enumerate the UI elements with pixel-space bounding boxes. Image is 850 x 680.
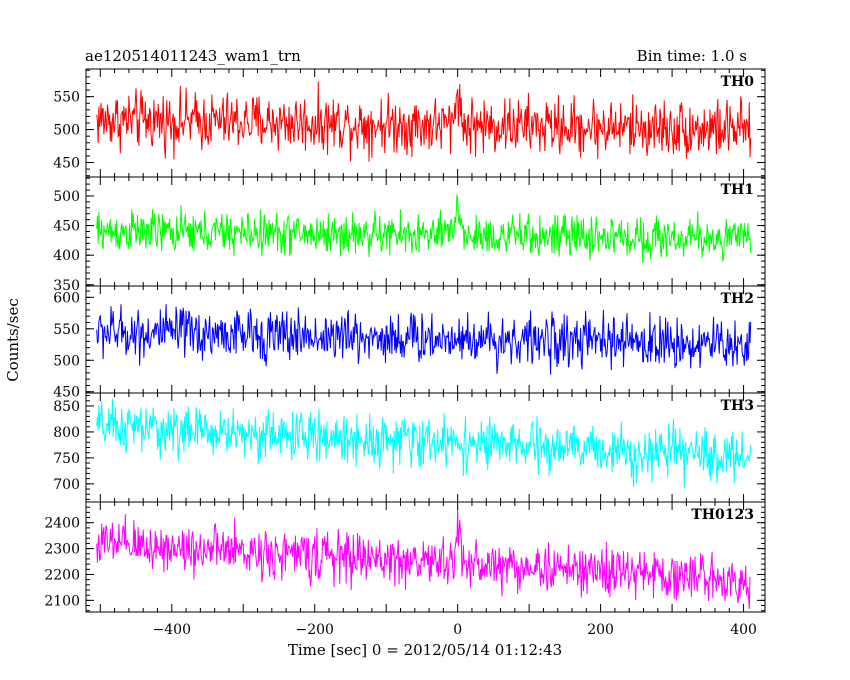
y-tick-label: 750 [53, 451, 80, 467]
panel-th0123: TH0123 2100 2200 2300 2400 [44, 501, 766, 613]
y-tick-label: 2100 [44, 593, 80, 609]
y-tick-label: 800 [53, 425, 80, 441]
y-tick-label: 350 [53, 278, 80, 294]
series-th2 [96, 304, 752, 375]
panel-label: TH3 [721, 398, 754, 414]
y-tick-label: 700 [53, 477, 80, 493]
panel-th0: TH0 450 500 550 [53, 68, 766, 178]
y-tick-label: 450 [53, 385, 80, 401]
y-tick-label: 500 [53, 123, 80, 139]
panel-frame [85, 501, 766, 613]
y-tick-label: 2200 [44, 567, 80, 583]
bin-time-label: Bin time: 1.0 s [637, 47, 747, 65]
chart-title: ae120514011243_wam1_trn [85, 47, 301, 65]
panel-th1: TH1 350 400 450 500 [53, 176, 766, 294]
x-tick-label: 400 [730, 622, 757, 638]
panel-th2: TH2 450 500 550 600 [53, 285, 766, 401]
series-th0 [96, 81, 752, 162]
series-th0123 [96, 508, 751, 610]
y-tick-label: 850 [53, 399, 80, 415]
y-tick-label: 550 [53, 322, 80, 338]
series-th1 [96, 194, 752, 264]
y-tick-label: 600 [53, 290, 80, 306]
panel-label: TH0123 [691, 507, 754, 523]
x-tick-label: 200 [587, 622, 614, 638]
panel-th3: TH3 700 750 800 850 [53, 392, 766, 503]
x-tick-label: −200 [295, 622, 333, 638]
y-tick-label: 450 [53, 219, 80, 235]
y-tick-label: 500 [53, 353, 80, 369]
panels-group: TH0 450 500 550 TH1 350 400 450 500 TH2 450 500 550 6… [44, 68, 766, 613]
y-tick-label: 2300 [44, 542, 80, 558]
y-tick-label: 2400 [44, 516, 80, 532]
y-axis-label: Counts/sec [4, 298, 22, 382]
x-axis: −400 −200 0 200 400 [153, 622, 757, 638]
panel-label: TH1 [721, 182, 754, 198]
y-tick-label: 450 [53, 156, 80, 172]
series-th3 [96, 398, 752, 489]
panel-label: TH2 [721, 291, 754, 307]
y-tick-label: 400 [53, 248, 80, 264]
x-tick-label: −400 [153, 622, 191, 638]
y-tick-label: 500 [53, 189, 80, 205]
x-tick-label: 0 [453, 622, 462, 638]
panel-label: TH0 [721, 74, 755, 90]
x-axis-label: Time [sec] 0 = 2012/05/14 01:12:43 [288, 641, 562, 659]
y-tick-label: 550 [53, 90, 80, 106]
